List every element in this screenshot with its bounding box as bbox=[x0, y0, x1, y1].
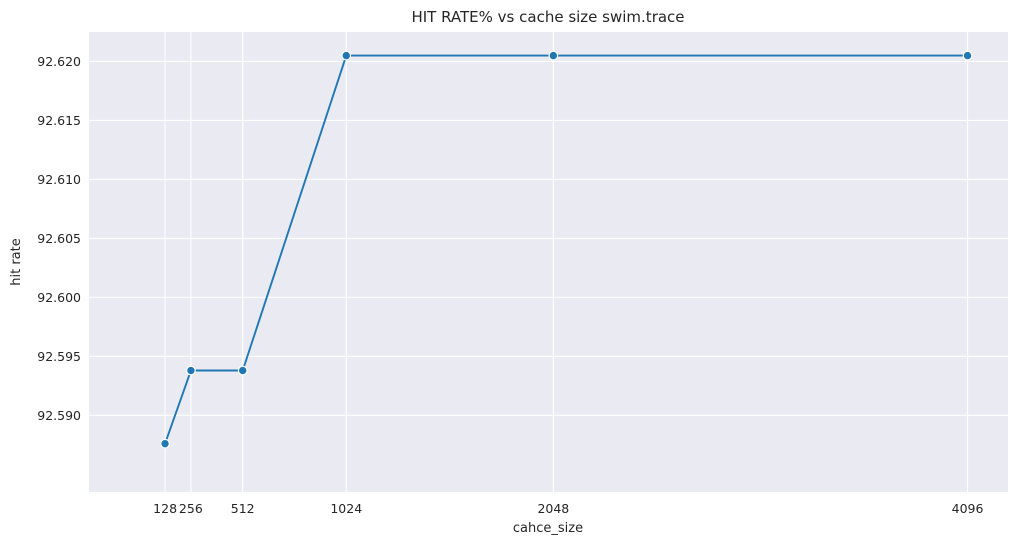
y-tick-label: 92.610 bbox=[37, 172, 81, 187]
y-tick-label: 92.600 bbox=[37, 290, 81, 305]
data-point bbox=[962, 50, 973, 61]
y-tick-label: 92.605 bbox=[37, 231, 81, 246]
x-tick-label: 128 bbox=[153, 501, 177, 516]
x-tick-label: 256 bbox=[179, 501, 203, 516]
data-point bbox=[548, 50, 559, 61]
grid-lines bbox=[89, 32, 1008, 492]
series-layer bbox=[160, 50, 973, 449]
tick-labels: 92.590 92.595 92.600 92.605 92.610 92.615 92.6… bbox=[37, 54, 983, 516]
x-axis-label: cahce_size bbox=[513, 521, 583, 536]
data-point bbox=[160, 438, 170, 449]
hit-rate-line bbox=[164, 54, 968, 444]
chart-title: HIT RATE% vs cache size swim.trace bbox=[411, 8, 684, 26]
plot-area bbox=[89, 32, 1008, 492]
data-point bbox=[341, 50, 352, 61]
y-tick-label: 92.620 bbox=[37, 54, 81, 69]
x-tick-label: 512 bbox=[231, 501, 255, 516]
x-tick-label: 2048 bbox=[537, 501, 569, 516]
data-point bbox=[186, 365, 196, 376]
y-tick-label: 92.595 bbox=[37, 349, 81, 364]
y-tick-label: 92.590 bbox=[37, 408, 81, 423]
x-tick-label: 1024 bbox=[330, 501, 362, 516]
data-point bbox=[237, 365, 248, 376]
y-axis-label: hit rate bbox=[9, 238, 24, 286]
x-tick-label: 4096 bbox=[952, 501, 984, 516]
y-tick-label: 92.615 bbox=[37, 113, 81, 128]
